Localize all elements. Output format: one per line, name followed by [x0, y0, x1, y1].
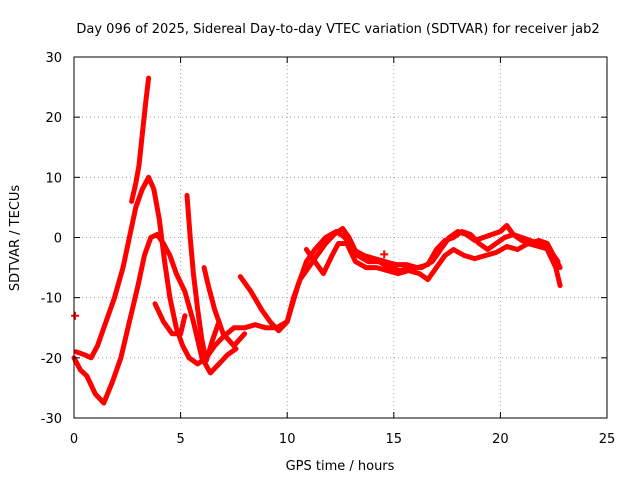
chart-title: Day 096 of 2025, Sidereal Day-to-day VTE…	[76, 22, 599, 37]
y-tick-label: -10	[41, 292, 62, 307]
axis-ticks: 0 5 10 15 20 25 -30 -20 -10 0 10 20 30	[41, 51, 616, 447]
series-branch-c	[237, 229, 563, 334]
series-spike-c	[201, 265, 248, 349]
y-tick-label: -20	[41, 352, 62, 367]
x-tick-label: 20	[492, 432, 509, 447]
series-spike-a	[129, 75, 152, 204]
x-tick-label: 25	[599, 432, 616, 447]
data-series	[71, 75, 563, 406]
x-tick-label: 0	[70, 432, 78, 447]
series-spike-b	[184, 192, 222, 364]
y-tick-label: 0	[54, 232, 62, 247]
y-tick-label: 30	[45, 51, 62, 66]
y-tick-label: 10	[45, 171, 62, 186]
series-tail-d	[303, 241, 561, 283]
series-mid-cluster	[152, 301, 188, 337]
series-low-branch	[71, 232, 239, 406]
y-axis-label: SDTVAR / TECUs	[8, 185, 23, 292]
series-high-branch	[73, 174, 563, 367]
scatter-point	[380, 250, 389, 259]
plot-frame	[73, 56, 608, 419]
scatter-point	[71, 311, 80, 320]
x-tick-label: 10	[279, 432, 296, 447]
y-tick-label: 20	[45, 111, 62, 126]
y-tick-label: -30	[41, 412, 62, 427]
x-tick-label: 15	[386, 432, 403, 447]
x-tick-label: 5	[176, 432, 184, 447]
x-axis-label: GPS time / hours	[286, 459, 395, 474]
